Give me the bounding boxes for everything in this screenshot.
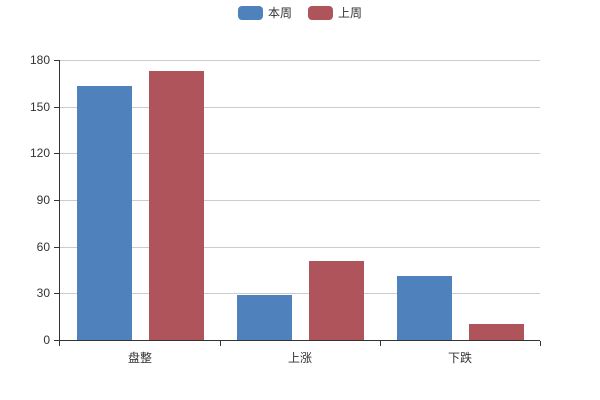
x-axis-label: 上涨	[287, 351, 312, 365]
x-axis-tick	[540, 341, 541, 346]
y-gridline	[60, 293, 540, 295]
category-group	[220, 60, 380, 340]
legend-label: 本周	[267, 6, 292, 20]
y-axis-label: 90	[36, 193, 50, 207]
y-axis-label: 120	[29, 146, 50, 161]
y-axis-label: 30	[36, 286, 50, 301]
y-gridline	[60, 106, 540, 108]
x-axis-tick	[380, 341, 381, 346]
category-group	[60, 60, 220, 340]
bar[interactable]	[148, 70, 204, 340]
legend-item-1[interactable]: 上周	[308, 6, 362, 20]
y-axis-label: 60	[36, 239, 50, 254]
legend-label: 上周	[338, 6, 363, 20]
y-axis-tick	[54, 340, 60, 341]
x-axis-label: 盘整	[127, 351, 152, 365]
legend-item-0[interactable]: 本周	[237, 6, 292, 20]
y-axis-tick	[54, 293, 60, 295]
legend-swatch-icon	[237, 6, 263, 20]
y-gridline	[60, 60, 540, 61]
bar[interactable]	[468, 324, 524, 340]
bar[interactable]	[236, 294, 292, 340]
y-gridline	[60, 246, 540, 248]
y-axis-tick	[54, 200, 60, 201]
bar[interactable]	[396, 276, 452, 340]
legend-swatch-icon	[308, 6, 333, 20]
y-axis-label: 180	[29, 53, 50, 67]
y-axis-label: 150	[29, 99, 50, 114]
x-axis-tick	[220, 341, 221, 346]
x-axis-label: 下跌	[447, 351, 472, 365]
y-gridline	[60, 153, 540, 155]
y-axis-tick	[54, 246, 60, 248]
bar[interactable]	[76, 86, 132, 340]
plot-area: 0 30 60 90 120 150 180 盘整 上涨 下跌	[30, 53, 541, 365]
y-axis-tick	[54, 153, 60, 155]
category-group	[380, 60, 540, 340]
y-axis-tick	[54, 106, 60, 108]
bar[interactable]	[308, 260, 364, 340]
y-axis-label: 0	[43, 333, 50, 347]
y-axis-tick	[54, 60, 60, 61]
x-axis-line	[59, 340, 540, 341]
y-gridline	[60, 200, 540, 201]
legend: 本周 上周	[237, 6, 362, 20]
x-axis-tick	[59, 341, 60, 346]
